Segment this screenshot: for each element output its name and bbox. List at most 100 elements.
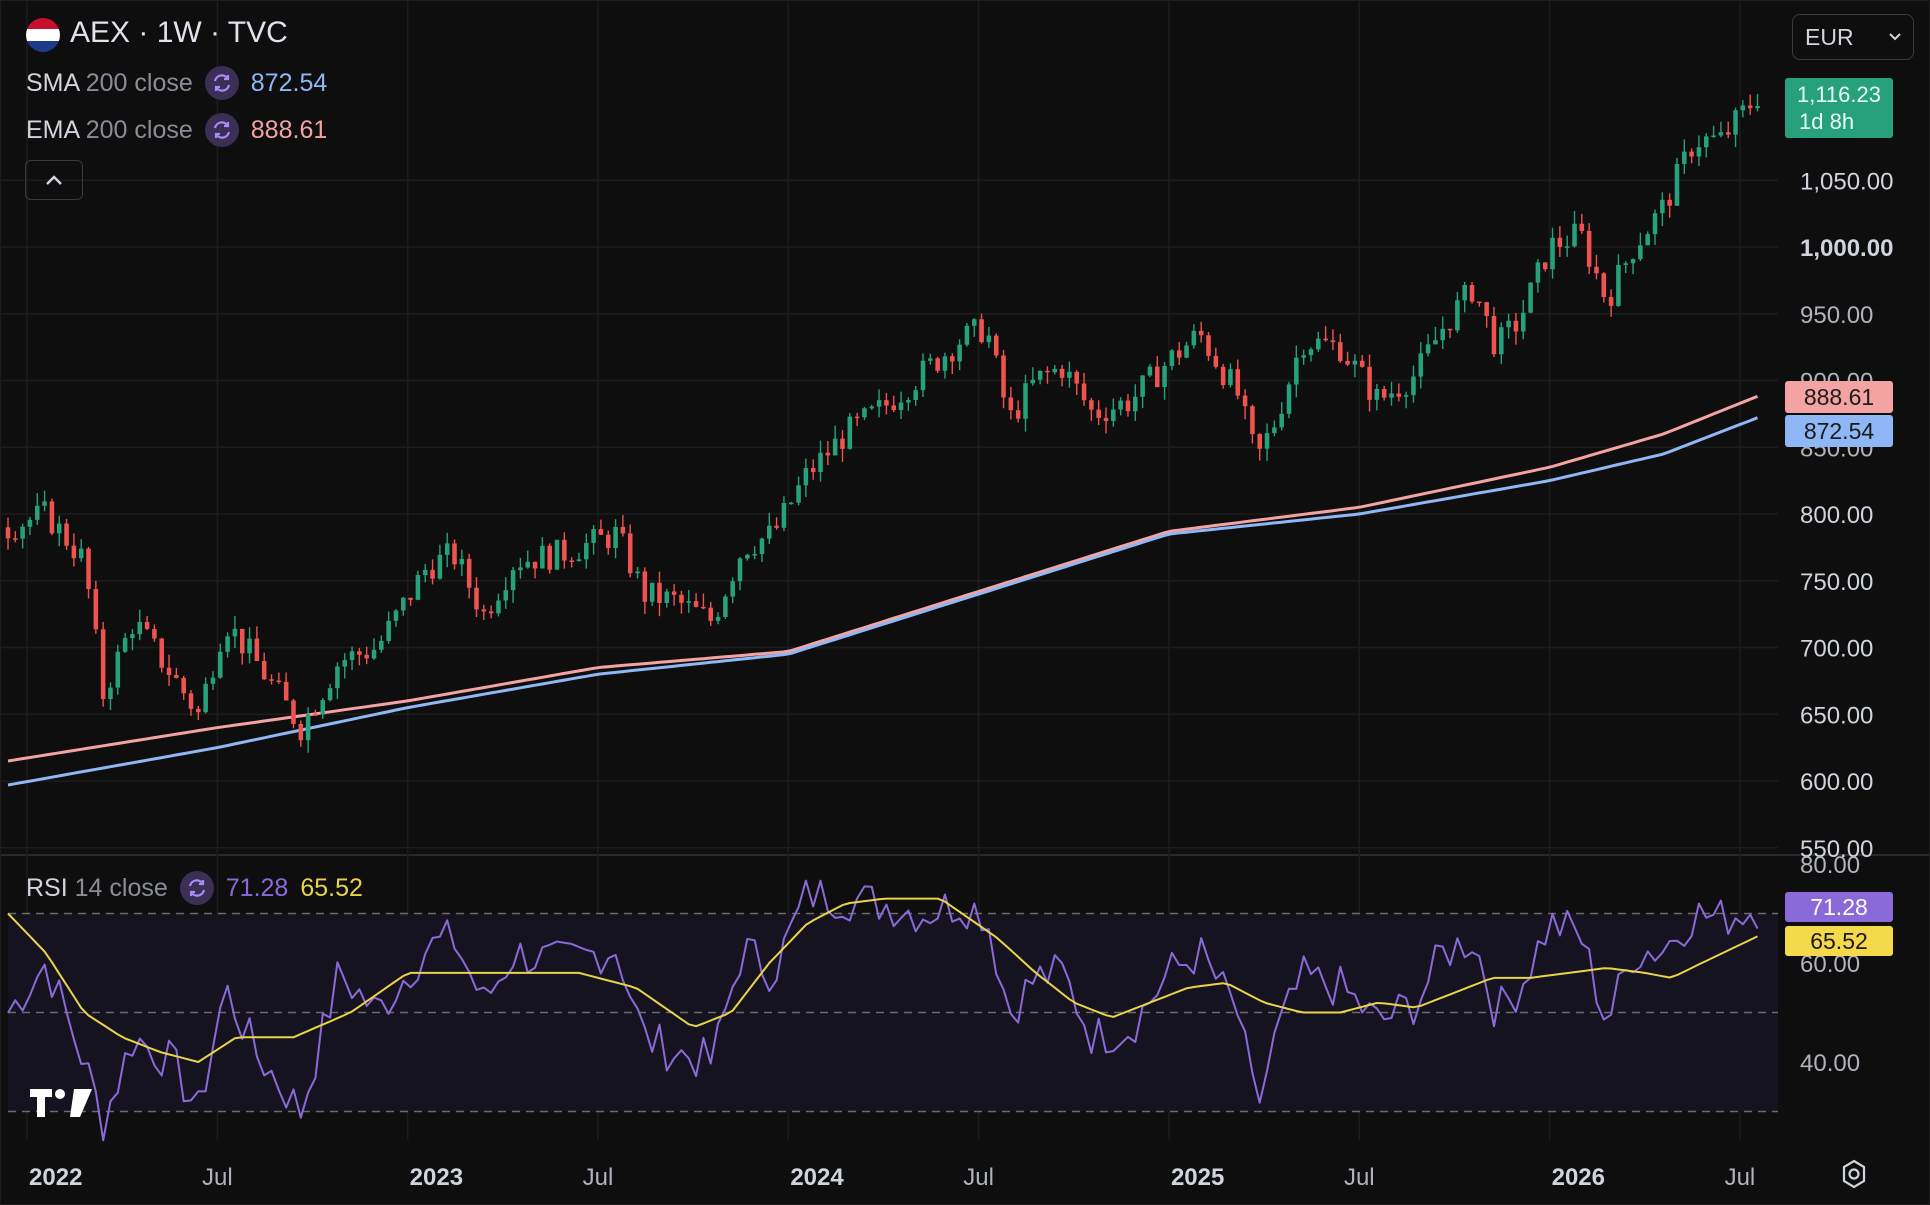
candle [203,677,208,714]
sync-icon[interactable] [204,66,239,100]
candle-body [122,638,128,652]
legend-rsi[interactable]: RSI 14 close 71.28 65.52 [26,871,363,905]
candle [1081,372,1087,406]
candle-body [1015,410,1021,419]
candle [64,518,69,551]
candle [1264,423,1270,461]
candle-body [1235,369,1241,396]
candle [803,458,809,497]
candle [1030,367,1036,386]
candle-body [159,638,164,668]
candle-body [27,519,33,527]
candle-body [137,621,143,635]
candle [928,353,933,365]
sync-icon[interactable] [179,871,214,905]
candle-body [964,325,970,345]
collapse-legend-button[interactable] [25,160,83,200]
candle-body [1601,273,1607,298]
currency-select[interactable]: EUR [1792,14,1914,60]
candle-body [1564,246,1570,248]
x-tick-label: 2023 [410,1164,463,1191]
candle [1638,232,1643,262]
candle-body [774,525,779,528]
candle-body [35,505,40,520]
candle-body [1542,262,1548,270]
candle-body [935,358,940,371]
candle-body [430,569,435,579]
candle-body [459,558,465,565]
candle-body [1755,106,1760,109]
candle-body [298,723,304,741]
candle-body [357,651,362,655]
candle-body [254,638,260,661]
candle-body [576,559,582,562]
candle [1608,289,1614,317]
candle-body [152,629,157,639]
candle [342,653,347,679]
candle [1594,254,1599,280]
candle-body [452,543,457,565]
candle-body [781,502,787,528]
price-tick-label: 550.00 [1800,836,1873,863]
candle-body [335,666,340,689]
candle-body [1586,230,1592,267]
candle [357,647,362,666]
sync-icon[interactable] [204,113,239,147]
rsi-tick-label: 80.00 [1800,852,1860,879]
price-tick-label: 1,000.00 [1800,235,1893,262]
candle-body [891,405,897,411]
settings-gear-icon[interactable] [1838,1158,1870,1190]
candle-body [305,714,311,741]
legend-sma[interactable]: SMA 200 close 872.54 [26,66,327,100]
candle [627,524,633,578]
candle [1037,370,1043,385]
candle [1616,254,1621,307]
candle-body [1045,370,1050,373]
candle [891,395,897,413]
candle [576,552,582,562]
candle-body [1418,353,1424,377]
candle-body [188,693,194,709]
candle-body [1301,355,1306,358]
candle-body [657,582,662,604]
candle [913,385,918,406]
candle [210,671,216,690]
candle-body [218,651,223,678]
candle-body [1352,360,1358,365]
candle-body [342,660,347,667]
candle [1162,362,1167,400]
price-tick-label: 650.00 [1800,702,1873,729]
candle [1418,341,1424,389]
legend-ema[interactable]: EMA 200 close 888.61 [26,113,327,147]
symbol-title[interactable]: AEX · 1W · TVC [70,16,288,49]
candle-body [166,667,172,676]
candle [1074,370,1080,395]
candle [1235,359,1241,400]
candle-body [1089,400,1094,410]
candle-body [393,610,399,621]
candle [649,582,655,606]
candle-body [1162,365,1167,388]
candle [349,646,355,670]
candle [1257,433,1263,461]
candle [1725,121,1731,139]
candle [1513,312,1519,345]
candle [181,675,186,700]
candle-body [1133,396,1138,412]
candle-body [239,628,245,654]
candle [1572,210,1577,248]
candle-body [1118,400,1123,410]
candle [408,597,413,606]
candle-body [1389,393,1394,398]
candle-body [1396,393,1402,397]
candle-body [1528,282,1533,313]
candle [1118,397,1123,416]
candle [1718,121,1724,138]
candle [283,672,289,701]
candle-body [100,629,106,700]
candle-body [1703,136,1709,148]
candle-body [1433,340,1438,345]
rsi-params: 14 close [74,873,168,902]
x-tick-label: 2024 [790,1164,844,1191]
